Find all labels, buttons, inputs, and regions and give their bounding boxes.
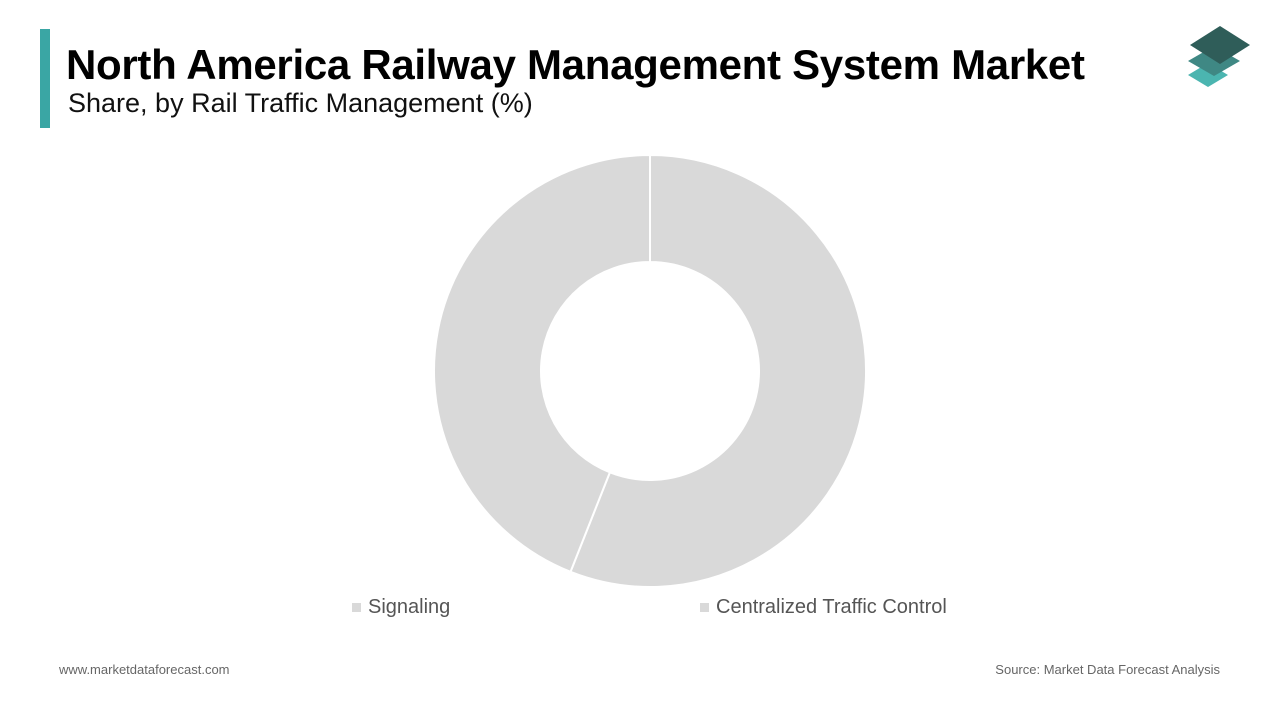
legend-swatch-centralized-traffic-control	[700, 602, 709, 612]
legend-label-signaling: Signaling	[368, 596, 451, 618]
footer-source: Source: Market Data Forecast Analysis	[995, 662, 1220, 677]
logo-layer-top	[1190, 26, 1250, 64]
legend-label-centralized-traffic-control: Centralized Traffic Control	[716, 596, 947, 618]
footer-website: www.marketdataforecast.com	[59, 662, 230, 677]
stacked-layers-icon	[1188, 26, 1250, 87]
chart-legend: Signaling Centralized Traffic Control	[0, 594, 1280, 622]
title-accent-bar	[40, 29, 50, 128]
page-title: North America Railway Management System …	[66, 41, 1085, 88]
legend-swatch-signaling	[352, 602, 361, 612]
donut-slice-signaling	[569, 153, 867, 588]
legend-item-signaling: Signaling	[352, 594, 450, 620]
page-subtitle: Share, by Rail Traffic Management (%)	[68, 88, 533, 118]
legend-item-centralized-traffic-control: Centralized Traffic Control	[700, 594, 947, 620]
donut-slice-centralized-traffic-control	[433, 153, 651, 574]
